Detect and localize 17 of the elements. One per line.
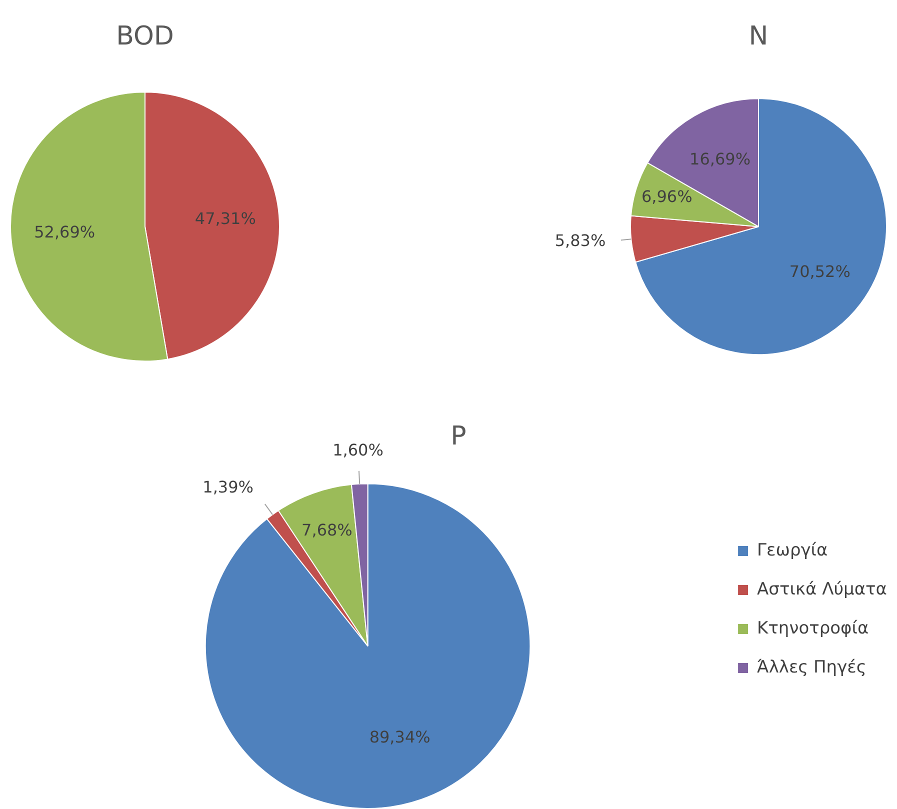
- legend-label: Κτηνοτροφία: [757, 618, 869, 638]
- chart-title: N: [748, 21, 768, 52]
- data-label: 1,60%: [332, 440, 384, 460]
- chart-title: BOD: [116, 21, 174, 52]
- data-label: 6,96%: [641, 187, 692, 206]
- data-label: 70,52%: [789, 262, 850, 281]
- data-label: 16,69%: [690, 149, 751, 168]
- legend-label: Άλλες Πηγές: [757, 657, 866, 678]
- data-label: 1,39%: [202, 477, 254, 496]
- data-label: 5,83%: [554, 230, 606, 250]
- data-label: 89,34%: [369, 727, 430, 746]
- data-label: 7,68%: [302, 520, 352, 540]
- legend-label: Αστικά Λύματα: [757, 579, 888, 600]
- legend-label: Γεωργία: [757, 540, 828, 560]
- data-label: 52,69%: [34, 222, 96, 242]
- data-label: 47,31%: [194, 208, 256, 228]
- chart-title: P: [450, 421, 466, 452]
